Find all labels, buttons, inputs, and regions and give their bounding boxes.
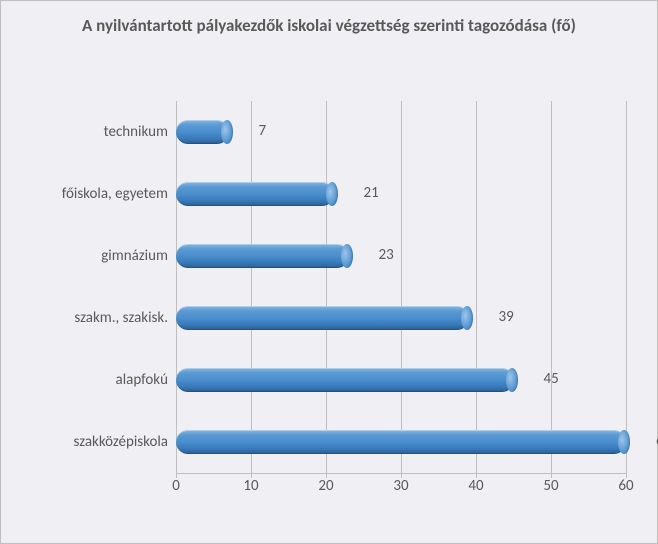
bar-group: 60 — [176, 411, 626, 473]
x-tick-label: 10 — [236, 477, 266, 495]
y-axis-label: technikum — [9, 123, 168, 141]
bar-end-cap — [506, 368, 518, 392]
y-axis-label: szakm., szakisk. — [9, 309, 168, 327]
bar-group: 21 — [176, 163, 626, 225]
bar-value-label: 45 — [544, 370, 559, 388]
bar-value-label: 23 — [379, 246, 394, 264]
x-tick-mark — [401, 473, 402, 478]
y-axis-label: főiskola, egyetem — [9, 185, 168, 203]
x-tick-label: 50 — [536, 477, 566, 495]
bar — [176, 430, 626, 454]
bar-end-cap — [461, 306, 473, 330]
bar-group: 45 — [176, 349, 626, 411]
x-tick-label: 60 — [611, 477, 641, 495]
bar-value-label: 39 — [499, 308, 514, 326]
x-tick-mark — [626, 473, 627, 478]
x-tick-label: 0 — [161, 477, 191, 495]
x-tick-mark — [326, 473, 327, 478]
y-axis-label: gimnázium — [9, 247, 168, 265]
bar — [176, 306, 469, 330]
bar-end-cap — [221, 120, 233, 144]
x-tick-mark — [551, 473, 552, 478]
bar-end-cap — [326, 182, 338, 206]
bar — [176, 368, 514, 392]
x-tick-mark — [176, 473, 177, 478]
x-tick-mark — [251, 473, 252, 478]
x-tick-label: 40 — [461, 477, 491, 495]
y-axis-label: szakközépiskola — [9, 433, 168, 451]
y-axis-label: alapfokú — [9, 371, 168, 389]
bar-end-cap — [618, 430, 630, 454]
bar-group: 23 — [176, 225, 626, 287]
plot-area: 7 21 23 39 45 60 — [176, 101, 626, 474]
bar-value-label: 7 — [259, 122, 267, 140]
bar-value-label: 21 — [364, 184, 379, 202]
bar-group: 39 — [176, 287, 626, 349]
bar — [176, 182, 334, 206]
gridline — [626, 101, 627, 473]
chart-title: A nyilvántartott pályakezdők iskolai vég… — [1, 1, 657, 36]
bar — [176, 244, 349, 268]
chart-container: A nyilvántartott pályakezdők iskolai vég… — [0, 0, 658, 544]
x-tick-label: 30 — [386, 477, 416, 495]
bar — [176, 120, 229, 144]
x-tick-mark — [476, 473, 477, 478]
bar-group: 7 — [176, 101, 626, 163]
bar-end-cap — [341, 244, 353, 268]
x-tick-label: 20 — [311, 477, 341, 495]
